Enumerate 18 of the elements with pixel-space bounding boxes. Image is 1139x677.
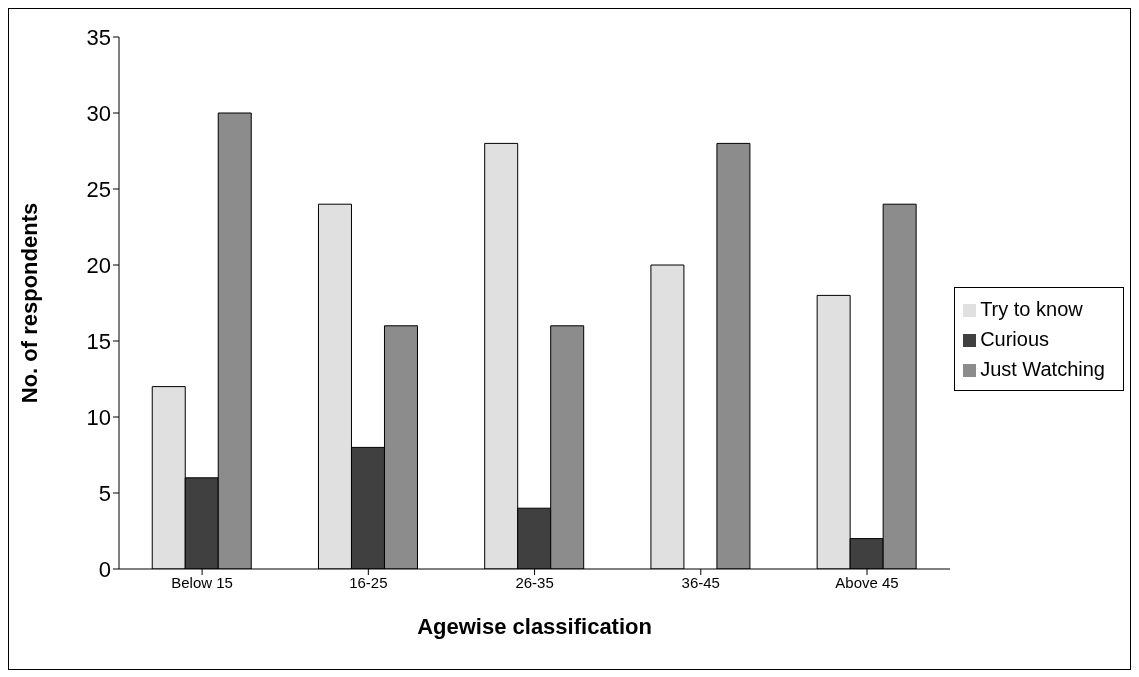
y-tick-label: 15 <box>86 328 111 354</box>
x-tick-label: 16-25 <box>349 573 388 591</box>
y-tick-label: 30 <box>86 100 111 126</box>
legend-label: Try to know <box>980 298 1083 320</box>
y-tick-label: 25 <box>86 176 111 202</box>
legend-label: Just Watching <box>980 358 1105 380</box>
x-tick-label: Below 15 <box>171 573 233 591</box>
x-tick-label: Above 45 <box>835 573 899 591</box>
y-axis-title: No. of respondents <box>16 202 42 404</box>
y-tick-label: 20 <box>86 252 111 278</box>
y-tick-label: 10 <box>86 404 111 430</box>
x-tick-label: 36-45 <box>681 573 720 591</box>
y-tick-label: 0 <box>98 556 111 582</box>
x-axis-title: Agewise classification <box>417 614 652 639</box>
y-tick-label: 5 <box>98 480 111 506</box>
x-tick-label: 26-35 <box>515 573 554 591</box>
legend-label: Curious <box>980 328 1050 350</box>
y-tick-label: 35 <box>86 24 111 50</box>
